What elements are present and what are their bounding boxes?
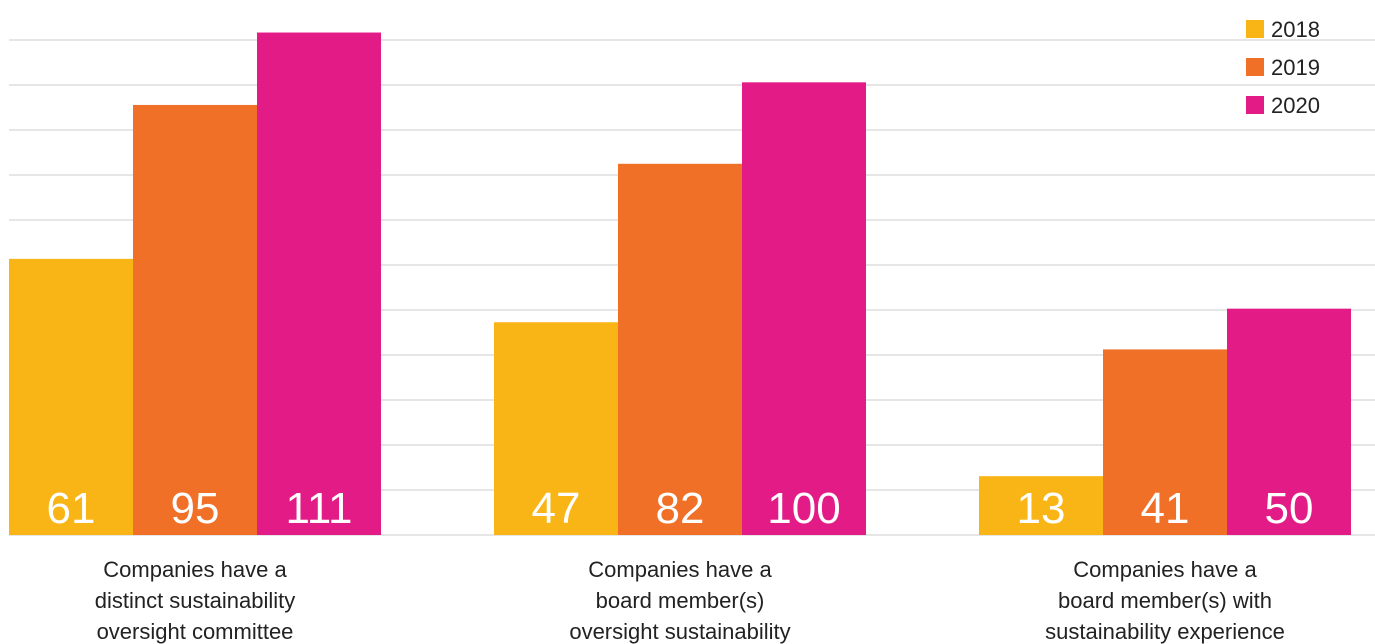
legend-label: 2018 [1271, 17, 1320, 42]
bar-2019-1 [133, 104, 257, 536]
bar-2020-1 [257, 32, 381, 535]
value-label: 111 [286, 484, 353, 533]
value-label: 100 [767, 484, 840, 533]
value-label: 50 [1265, 484, 1314, 533]
value-label: 61 [47, 484, 96, 533]
bar-2019-3 [1103, 349, 1227, 535]
value-label: 13 [1017, 484, 1066, 533]
category-label: Companies have a [103, 557, 287, 582]
category-label: board member(s) [596, 588, 765, 613]
bar-2018-2 [494, 322, 618, 535]
category-label: Companies have a [588, 557, 772, 582]
category-labels: Companies have a distinct sustainability o… [95, 557, 1285, 644]
category-label: oversight sustainability [569, 619, 790, 644]
value-labels: 61 47 13 95 82 41 111 100 50 [47, 484, 1314, 533]
bar-2018-1 [9, 258, 133, 535]
category-label: oversight committee [97, 619, 294, 644]
legend: 2018 2019 2020 [1246, 17, 1320, 118]
legend-swatch [1246, 20, 1264, 38]
category-label: distinct sustainability [95, 588, 296, 613]
legend-swatch [1246, 58, 1264, 76]
value-label: 41 [1141, 484, 1190, 533]
bar-2019-2 [618, 163, 742, 535]
legend-swatch [1246, 96, 1264, 114]
bars [9, 32, 1351, 536]
legend-label: 2019 [1271, 55, 1320, 80]
bar-2020-2 [742, 82, 866, 536]
value-label: 82 [656, 484, 705, 533]
bar-2018-3 [979, 476, 1103, 535]
bar-2020-3 [1227, 308, 1351, 535]
legend-label: 2020 [1271, 93, 1320, 118]
category-label: sustainability experience [1045, 619, 1285, 644]
category-label: board member(s) with [1058, 588, 1272, 613]
value-label: 95 [171, 484, 220, 533]
category-label: Companies have a [1073, 557, 1257, 582]
value-label: 47 [532, 484, 581, 533]
